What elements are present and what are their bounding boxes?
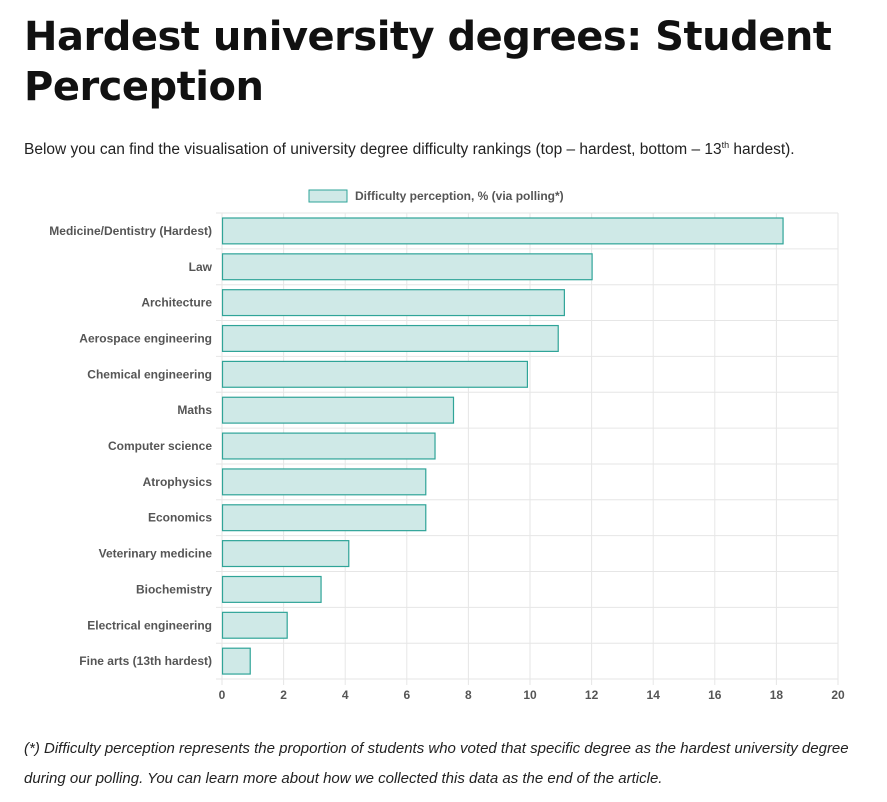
difficulty-bar-chart: Difficulty perception, % (via polling*) … bbox=[49, 189, 845, 702]
bar[interactable] bbox=[221, 324, 559, 353]
x-tick-label: 2 bbox=[280, 688, 287, 702]
bar[interactable] bbox=[221, 468, 427, 496]
x-tick-label: 14 bbox=[647, 688, 661, 702]
intro-text-main: Below you can find the visualisation of … bbox=[24, 141, 722, 159]
x-tick-label: 16 bbox=[708, 688, 722, 702]
bar[interactable] bbox=[221, 289, 565, 317]
y-tick-label: Architecture bbox=[141, 296, 212, 310]
x-tick-label: 6 bbox=[403, 688, 410, 702]
intro-text: Below you can find the visualisation of … bbox=[24, 140, 874, 159]
y-tick-label: Medicine/Dentistry (Hardest) bbox=[49, 224, 212, 238]
y-tick-label: Aerospace engineering bbox=[79, 331, 212, 345]
x-tick-label: 4 bbox=[342, 688, 349, 702]
chart-bars bbox=[221, 217, 784, 675]
y-tick-label: Electrical engineering bbox=[87, 618, 212, 632]
bar[interactable] bbox=[221, 540, 350, 568]
bar[interactable] bbox=[221, 432, 436, 460]
legend-swatch bbox=[308, 189, 348, 203]
x-axis-labels: 0 2 4 6 8 10 12 14 16 18 20 bbox=[219, 688, 845, 702]
x-tick-label: 12 bbox=[585, 688, 599, 702]
y-tick-label: Veterinary medicine bbox=[99, 547, 213, 561]
bar[interactable] bbox=[221, 647, 251, 675]
bar[interactable] bbox=[221, 504, 427, 532]
y-tick-label: Biochemistry bbox=[136, 582, 212, 596]
y-tick-label: Computer science bbox=[108, 439, 212, 453]
x-tick-label: 10 bbox=[523, 688, 537, 702]
y-tick-label: Economics bbox=[148, 511, 212, 525]
chart-legend[interactable]: Difficulty perception, % (via polling*) bbox=[308, 189, 564, 203]
bar[interactable] bbox=[221, 611, 288, 639]
intro-text-end: hardest). bbox=[729, 141, 795, 159]
bar[interactable] bbox=[221, 396, 455, 424]
y-axis-labels: Medicine/Dentistry (Hardest) Law Architect… bbox=[49, 224, 212, 668]
bar[interactable] bbox=[221, 217, 784, 245]
y-tick-label: Law bbox=[189, 260, 213, 274]
y-tick-label: Chemical engineering bbox=[87, 367, 212, 381]
x-tick-label: 8 bbox=[465, 688, 472, 702]
y-tick-label: Maths bbox=[177, 403, 212, 417]
page-title: Hardest university degrees: Student Perc… bbox=[24, 14, 832, 110]
footnote: (*) Difficulty perception represents the… bbox=[24, 740, 849, 787]
y-tick-label: Fine arts (13th hardest) bbox=[79, 654, 212, 668]
y-tick-label: Atrophysics bbox=[143, 475, 213, 489]
bar[interactable] bbox=[221, 575, 322, 603]
intro-superscript: th bbox=[721, 140, 730, 150]
x-tick-label: 20 bbox=[831, 688, 845, 702]
legend-label: Difficulty perception, % (via polling*) bbox=[355, 189, 564, 203]
x-tick-label: 18 bbox=[770, 688, 784, 702]
x-tick-label: 0 bbox=[219, 688, 226, 702]
bar[interactable] bbox=[221, 360, 529, 388]
bar[interactable] bbox=[221, 253, 593, 281]
